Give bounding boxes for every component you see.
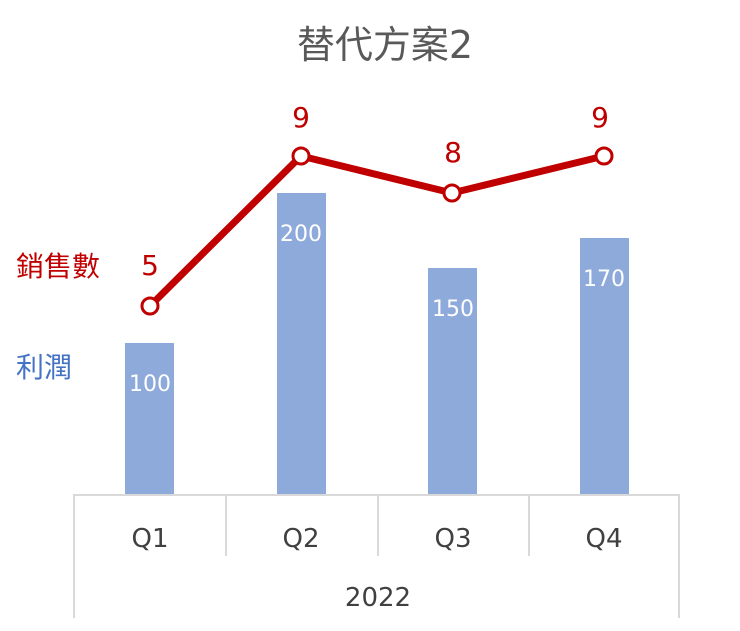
point-label-q3: 8 [444,136,462,169]
chart-title: 替代方案2 [297,23,473,67]
bar-q3 [428,268,477,494]
bar-label-q3: 150 [432,297,474,322]
point-marker-q1 [140,296,160,316]
line-series-sales-count [140,146,614,316]
point-label-q4: 9 [591,101,609,134]
category-axis [73,494,680,618]
point-marker-q3 [442,183,462,203]
point-marker-q2 [291,146,311,166]
bar-label-q4: 170 [583,267,625,292]
bar-label-q2: 200 [280,222,322,247]
bar-q2 [277,193,326,494]
point-label-q1: 5 [141,249,159,282]
legend-profit: 利潤 [16,351,72,384]
bar-q4 [580,238,629,494]
point-label-q2: 9 [292,101,310,134]
category-label-q1: Q1 [131,524,168,554]
category-label-q4: Q4 [585,524,622,554]
category-label-q3: Q3 [434,524,471,554]
bar-series-profit [125,193,629,494]
sales-line [147,152,605,309]
category-label-q2: Q2 [282,524,319,554]
group-label-year: 2022 [345,583,411,613]
bar-label-q1: 100 [129,372,171,397]
point-marker-q4 [594,146,614,166]
legend-sales-count: 銷售數 [16,250,100,283]
bar-q1 [125,343,174,494]
